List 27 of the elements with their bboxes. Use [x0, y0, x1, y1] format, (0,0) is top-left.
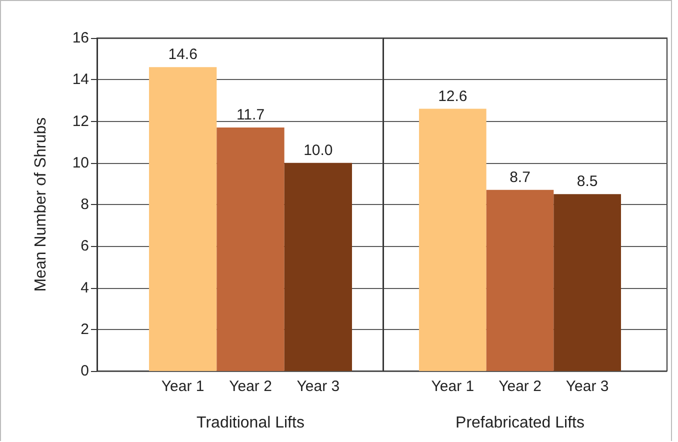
y-tick-label: 16 — [72, 30, 89, 46]
y-tick-label: 4 — [80, 279, 89, 296]
x-tick-label: Year 3 — [566, 378, 609, 395]
x-tick-label: Year 1 — [431, 378, 474, 395]
x-axis-title: Traditional Lifts — [196, 414, 304, 432]
data-label: 8.5 — [576, 173, 598, 190]
y-axis-title: Mean Number of Shrubs — [32, 117, 50, 292]
y-tick-label: 6 — [80, 238, 89, 255]
bar — [216, 127, 284, 371]
data-label: 11.7 — [236, 106, 265, 124]
x-tick-label: Year 3 — [296, 378, 340, 395]
bar — [149, 67, 217, 371]
x-tick-label: Year 2 — [229, 378, 272, 395]
y-tick-label: 12 — [72, 112, 89, 130]
bar — [284, 162, 352, 371]
data-label: 12.6 — [438, 88, 468, 105]
y-tick-label: 14 — [72, 71, 89, 88]
data-label: 10.0 — [304, 142, 333, 159]
data-label: 14.6 — [168, 46, 198, 64]
y-tick-label: 8 — [80, 196, 89, 213]
y-tick-label: 10 — [72, 154, 89, 172]
x-axis-title: Prefabricated Lifts — [456, 414, 584, 432]
data-label: 8.7 — [510, 168, 530, 186]
y-tick-label: 0 — [80, 362, 89, 380]
x-tick-label: Year 1 — [161, 378, 204, 395]
y-tick-label: 2 — [80, 320, 89, 338]
x-tick-label: Year 2 — [498, 378, 542, 395]
